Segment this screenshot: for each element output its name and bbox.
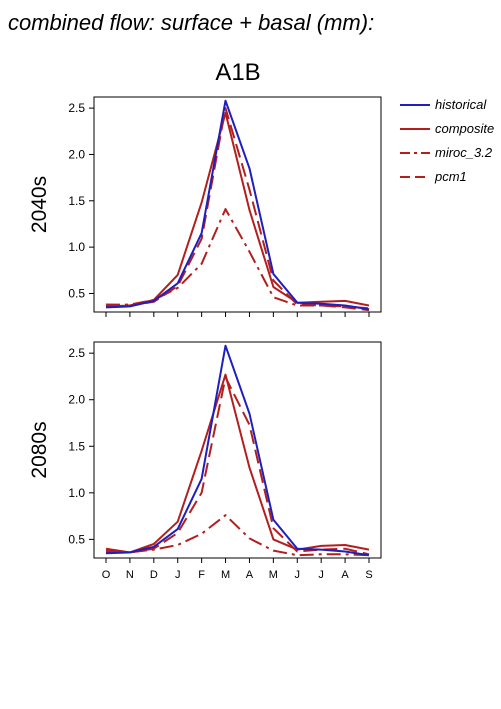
series-line-historical [105,99,370,311]
y-tick-label: 2.0 [68,393,85,407]
series-line-composite [105,373,370,554]
y-tick-label: 2.5 [68,346,85,360]
y-tick-label: 1.5 [68,194,85,208]
legend: historical composite miroc_3.2 pcm1 [400,97,494,184]
legend-label: miroc_3.2 [435,145,493,160]
legend-label: historical [435,97,487,112]
series-line-miroc-3-2 [106,208,370,310]
y-tick-label: 1.0 [68,486,85,500]
x-tick-label: M [269,569,278,581]
panel-label: 2080s [28,421,51,478]
plot-frame [93,341,382,559]
y-tick-label: 0.5 [68,532,85,546]
y-tick-label: 2.5 [68,101,85,115]
legend-label: pcm1 [434,169,467,184]
panel-2080s: 0.5 1.0 1.5 2.0 2.5 O N D J F M A M J J A S 2080s [28,341,382,581]
x-tick-label: M [221,569,230,581]
series-line-composite [105,111,370,308]
series-line-pcm1 [105,107,370,312]
x-tick-label: D [150,569,158,581]
x-tick-label: J [318,569,324,581]
x-tick-label: A [246,569,254,581]
plot-frame [93,96,382,313]
y-tick-label: 1.0 [68,240,85,254]
x-tick-label: F [198,569,205,581]
figure-title: combined flow: surface + basal (mm): [8,10,374,35]
legend-label: composite [435,121,494,136]
x-tick-label: N [126,569,134,581]
series-line-historical [105,344,370,557]
series-line-miroc-3-2 [105,514,370,557]
x-tick-label: J [295,569,301,581]
x-tick-label: S [365,569,372,581]
panel-2040s: 0.5 1.0 1.5 2.0 2.5 2040s [28,96,382,317]
y-tick-label: 0.5 [68,286,85,300]
panel-label: 2040s [28,176,51,233]
x-tick-label: J [175,569,181,581]
y-tick-label: 2.0 [68,147,85,161]
scenario-title: A1B [215,59,260,86]
y-tick-label: 1.5 [68,439,85,453]
x-tick-label: A [341,569,349,581]
x-tick-label: O [102,569,111,581]
